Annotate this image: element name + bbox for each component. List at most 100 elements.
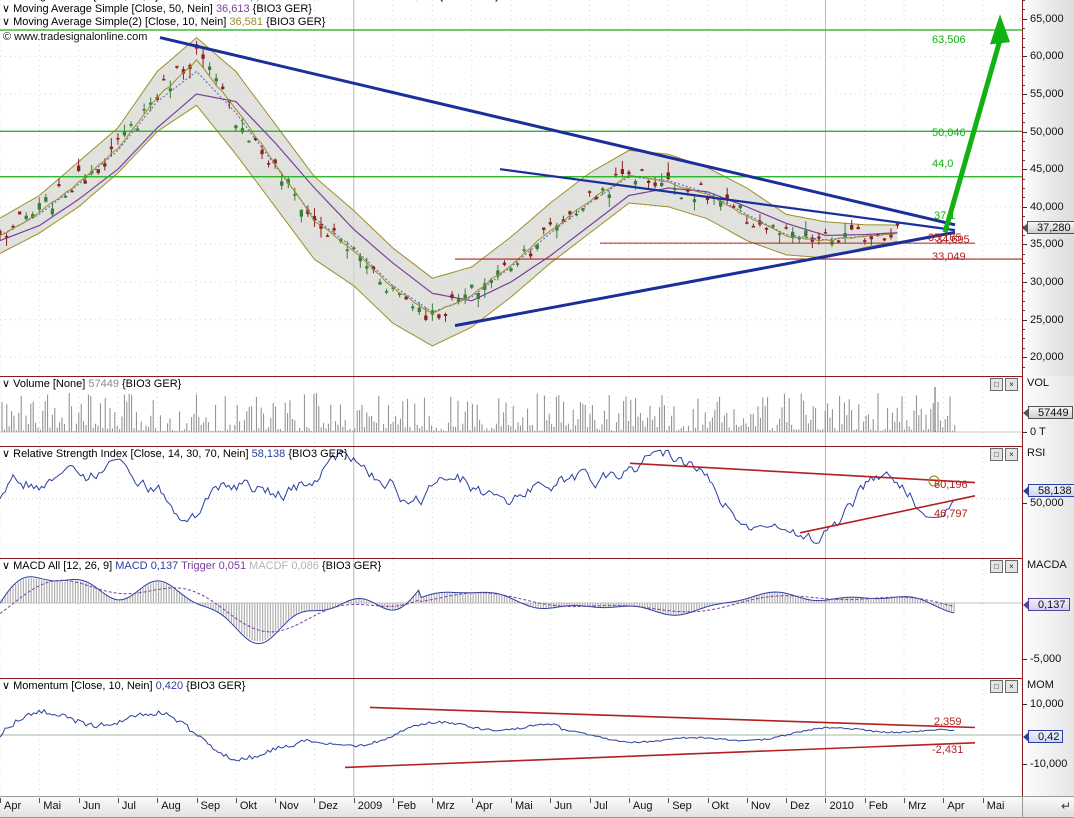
price-axis-minor-tick: [1023, 47, 1025, 48]
time-axis-separator: [393, 798, 395, 803]
legend-momentum[interactable]: ∨ Momentum [Close, 10, Nein] 0,420 {BIO3…: [2, 680, 245, 692]
watermark-text: www.tradesignalonline.com: [14, 31, 148, 43]
close-icon[interactable]: ×: [1005, 378, 1018, 391]
macd-value-flag: 0,137: [1023, 598, 1070, 611]
rsi-panel[interactable]: ∨ Relative Strength Index [Close, 14, 30…: [0, 446, 1074, 558]
legend-ma50[interactable]: ∨ Moving Average Simple [Close, 50, Nein…: [2, 3, 312, 15]
rsi-axis-tick-50: 50,000: [1030, 497, 1064, 509]
momentum-chart-svg: [0, 679, 1022, 796]
macd-window-controls[interactable]: □ ×: [990, 560, 1018, 573]
macd-axis[interactable]: MACDA 0,137 -5,000: [1022, 558, 1074, 678]
momentum-panel[interactable]: ∨ Momentum [Close, 10, Nein] 0,420 {BIO3…: [0, 678, 1074, 796]
legend-ma10-name: Moving Average Simple(2) [Close, 10, Nei…: [13, 16, 227, 28]
maximize-icon[interactable]: □: [990, 448, 1003, 461]
collapse-chevron-icon[interactable]: ∨: [2, 378, 11, 390]
time-axis-label-Mai: Mai: [43, 800, 62, 812]
momentum-axis[interactable]: MOM 10,000 0,42 -10,000: [1022, 678, 1074, 796]
volume-value-flag: 57449: [1023, 406, 1073, 419]
price-axis-tick: [1023, 206, 1027, 208]
legend-macd-trigger-value: 0,051: [218, 560, 247, 572]
rsi-plot-area[interactable]: [0, 446, 1022, 558]
rsi-axis[interactable]: RSI 58,138 50,000: [1022, 446, 1074, 558]
price-axis-minor-tick: [1023, 112, 1025, 114]
price-chart-panel[interactable]: ∨ Bollinger Bands [Close, 20, 2] Mid Lin…: [0, 0, 1074, 377]
time-axis-label-Dez: Dez: [318, 800, 339, 812]
price-axis-label-20000: 20,000: [1030, 351, 1064, 364]
collapse-chevron-icon[interactable]: ∨: [2, 16, 11, 28]
price-axis-label-35000: 35,000: [1030, 238, 1064, 251]
price-axis-label-25000: 25,000: [1030, 313, 1064, 326]
collapse-chevron-icon[interactable]: ∨: [2, 0, 10, 2]
rsi-chart-svg: [0, 447, 1022, 558]
time-axis-separator: [78, 798, 80, 803]
rsi-window-controls[interactable]: □ ×: [990, 448, 1018, 461]
time-axis-separator: [157, 798, 159, 803]
maximize-icon[interactable]: □: [990, 378, 1003, 391]
legend-ma50-value: 36,613: [215, 3, 250, 15]
legend-macdf-value: 0,086: [291, 560, 319, 572]
price-axis-label-65000: 65,000: [1030, 12, 1064, 25]
time-axis[interactable]: Apr Mai Jun Jul Aug Sep Okt Nov Dez 2009 Feb Mrz Apr…: [0, 796, 1074, 818]
time-axis-label-Mrz: Mrz: [908, 800, 927, 812]
legend-volume-value: 57449: [88, 378, 119, 390]
rsi-axis-title: RSI: [1027, 447, 1046, 459]
price-axis-minor-tick: [1023, 338, 1025, 340]
legend-macd-name: MACD All [12, 26, 9]: [13, 560, 113, 572]
axis-corner[interactable]: ↵: [1022, 796, 1074, 817]
close-icon[interactable]: ×: [1005, 560, 1018, 573]
legend-bollinger-upper-label: Upper Band: [242, 0, 301, 2]
time-axis-separator: [707, 798, 709, 803]
close-icon[interactable]: ×: [1005, 448, 1018, 461]
time-axis-label-Nov: Nov: [279, 800, 299, 812]
macd-axis-tick-minus5000: -5,000: [1030, 653, 1062, 665]
close-icon[interactable]: ×: [1005, 680, 1018, 693]
maximize-icon[interactable]: □: [990, 680, 1003, 693]
legend-ma50-symbol: {BIO3 GER}: [252, 3, 312, 15]
momentum-axis-tick-minus10000: -10,000: [1030, 758, 1068, 770]
legend-macd[interactable]: ∨ MACD All [12, 26, 9] MACD 0,137 Trigge…: [2, 560, 381, 572]
volume-axis[interactable]: VOL 57449 0 T: [1022, 376, 1074, 446]
momentum-plot-area[interactable]: [0, 678, 1022, 796]
time-axis-separator: [628, 798, 630, 803]
time-axis-separator: [904, 798, 906, 803]
rsi-value-flag: 58,138: [1023, 484, 1074, 497]
target-label-63506: 63,506: [932, 34, 966, 46]
momentum-window-controls[interactable]: □ ×: [990, 680, 1018, 693]
resize-arrow-icon[interactable]: ↵: [1060, 799, 1071, 813]
macd-chart-svg: [0, 559, 1022, 678]
price-axis[interactable]: 65,000 60,000 55,000 50,000 45,000 40,000 35,0…: [1022, 0, 1074, 377]
legend-ma10[interactable]: ∨ Moving Average Simple(2) [Close, 10, N…: [2, 16, 325, 28]
legend-bollinger-lower-value: 35,558: [403, 0, 437, 2]
time-axis-label-Jun: Jun: [554, 800, 573, 812]
maximize-icon[interactable]: □: [990, 560, 1003, 573]
target-label-44000: 44,0: [932, 158, 954, 170]
volume-panel[interactable]: ∨ Volume [None] 57449 {BIO3 GER} □ × VOL…: [0, 376, 1074, 446]
time-axis-label-Okt: Okt: [711, 800, 729, 812]
time-axis-separator: [314, 798, 316, 803]
collapse-chevron-icon[interactable]: ∨: [2, 448, 11, 460]
legend-bollinger-bands[interactable]: ∨ Bollinger Bands [Close, 20, 2] Mid Lin…: [2, 0, 499, 2]
volume-plot-area[interactable]: [0, 376, 1022, 446]
price-axis-minor-tick: [1023, 28, 1025, 30]
volume-window-controls[interactable]: □ ×: [990, 378, 1018, 391]
price-axis-minor-tick: [1023, 65, 1025, 67]
price-plot-area[interactable]: [0, 0, 1022, 376]
collapse-chevron-icon[interactable]: ∨: [2, 3, 11, 15]
volume-axis-title: VOL: [1027, 377, 1050, 389]
time-axis-separator: [275, 798, 277, 803]
legend-rsi-name: Relative Strength Index [Close, 14, 30, …: [13, 448, 249, 460]
legend-bollinger-symbol: {BIO3 GER}: [439, 0, 498, 2]
macd-panel[interactable]: ∨ MACD All [12, 26, 9] MACD 0,137 Trigge…: [0, 558, 1074, 678]
legend-momentum-name: Momentum [Close, 10, Nein]: [13, 680, 153, 692]
legend-volume[interactable]: ∨ Volume [None] 57449 {BIO3 GER}: [2, 378, 181, 390]
macd-plot-area[interactable]: [0, 558, 1022, 678]
collapse-chevron-icon[interactable]: ∨: [2, 680, 11, 692]
time-axis-separator: [353, 798, 355, 803]
rsi-annotation-upper: 60,196: [934, 479, 968, 491]
legend-macdf-label: MACDF: [249, 560, 289, 572]
time-axis-separator: [825, 798, 827, 803]
current-price-flag: 37,280: [1022, 221, 1074, 235]
legend-rsi[interactable]: ∨ Relative Strength Index [Close, 14, 30…: [2, 448, 348, 460]
collapse-chevron-icon[interactable]: ∨: [2, 560, 11, 572]
price-axis-label-50000: 50,000: [1030, 125, 1064, 138]
